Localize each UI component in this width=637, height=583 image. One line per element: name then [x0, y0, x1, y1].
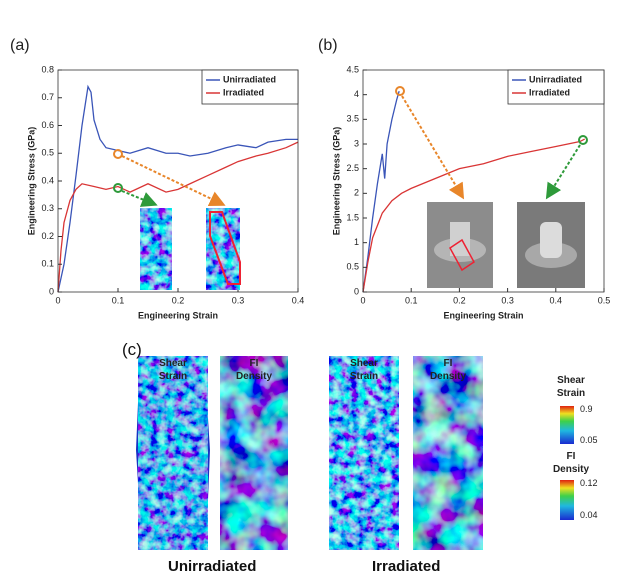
y-tick-label: 0.3: [41, 203, 54, 213]
plot-frame: [362, 69, 605, 293]
y-tick-label: 4.5: [346, 64, 359, 74]
group-label: Unirradiated: [168, 558, 257, 575]
inset-image: [140, 208, 172, 290]
colorbar-max: 0.12: [580, 478, 598, 488]
marker-circle: [113, 183, 123, 193]
y-axis-label: Engineering Stress (GPa): [331, 127, 341, 236]
data-line: [57, 141, 299, 293]
x-tick-label: 0.2: [172, 295, 185, 305]
arrow: [121, 190, 158, 207]
y-tick-label: 0.5: [41, 148, 54, 158]
sem-shape: [540, 222, 562, 258]
arrow: [545, 144, 581, 200]
y-tick-label: 0.5: [346, 262, 359, 272]
y-tick-label: 2: [354, 188, 359, 198]
x-tick-label: 0: [55, 295, 60, 305]
colorbar-min: 0.05: [580, 435, 598, 445]
shear-band: [209, 211, 241, 285]
y-tick-label: 0.7: [41, 92, 54, 102]
colorbar-title: Shear Strain: [556, 375, 586, 399]
shear-map: [329, 356, 399, 550]
marker-circle: [395, 86, 405, 96]
y-tick-label: 1: [354, 237, 359, 247]
x-tick-label: 0.3: [232, 295, 245, 305]
data-line: [57, 84, 298, 293]
data-line: [362, 138, 586, 293]
panel-label: (c): [122, 340, 142, 359]
x-tick-label: 0.4: [550, 295, 563, 305]
marker-circle: [113, 149, 123, 159]
legend-box: [201, 69, 299, 105]
y-axis-label: Engineering Stress (GPa): [26, 127, 36, 236]
y-tick-label: 4: [354, 89, 359, 99]
fi-map: [220, 356, 288, 550]
legend-box: [507, 69, 605, 105]
sem-shape: [450, 222, 470, 256]
y-tick-label: 3.5: [346, 114, 359, 124]
colorbar-max: 0.9: [580, 404, 593, 414]
marker-circle: [578, 135, 588, 145]
x-axis-label: Engineering Strain: [138, 310, 218, 320]
y-tick-label: 0.2: [41, 231, 54, 241]
legend-label: Unirradiated: [529, 74, 582, 84]
colorbar-min: 0.04: [580, 510, 598, 520]
panel-label: (a): [10, 37, 30, 54]
legend-label: Irradiated: [529, 87, 570, 97]
x-tick-label: 0: [360, 295, 365, 305]
x-tick-label: 0.3: [501, 295, 514, 305]
arrow: [401, 95, 465, 200]
shear-map: [138, 356, 208, 550]
y-tick-label: 0.8: [41, 64, 54, 74]
x-tick-label: 0.5: [598, 295, 611, 305]
group-label: Irradiated: [372, 558, 441, 575]
data-line: [362, 91, 400, 293]
y-tick-label: 0.4: [41, 175, 54, 185]
fi-map: [413, 356, 483, 550]
shear-band: [449, 238, 475, 272]
plot: (b) 0 0.5 1 1.5 2 2.5 3 3.5 4 4.5 0 0.1 0.2 0.3 0.4 0.5 E…: [318, 37, 610, 320]
x-tick-label: 0.1: [112, 295, 125, 305]
y-tick-label: 3: [354, 138, 359, 148]
column-header: FI Density: [235, 358, 273, 382]
y-tick-label: 1.5: [346, 212, 359, 222]
y-tick-label: 0.1: [41, 259, 54, 269]
colorbar: [560, 406, 574, 444]
arrow: [121, 155, 226, 207]
x-axis-label: Engineering Strain: [443, 310, 523, 320]
panel-label: (b): [318, 37, 338, 54]
y-tick-label: 0: [49, 286, 54, 296]
y-tick-label: 0.6: [41, 120, 54, 130]
legend-label: Unirradiated: [223, 74, 276, 84]
column-header: Shear Strain: [349, 358, 379, 382]
x-tick-label: 0.1: [405, 295, 418, 305]
x-tick-label: 0.4: [292, 295, 305, 305]
y-tick-label: 2.5: [346, 163, 359, 173]
plot: (a) 0 0.1 0.2 0.3 0.4 0.5 0.6 0.7 0.8 0 0.1 0.2 0.3 0.…: [10, 37, 304, 320]
y-tick-label: 0: [354, 286, 359, 296]
x-tick-label: 0.2: [453, 295, 466, 305]
column-header: Shear Strain: [158, 358, 188, 382]
column-header: FI Density: [429, 358, 467, 382]
colorbar: [560, 480, 574, 520]
legend-label: Irradiated: [223, 87, 264, 97]
colorbar-title: FI Density: [552, 451, 590, 475]
